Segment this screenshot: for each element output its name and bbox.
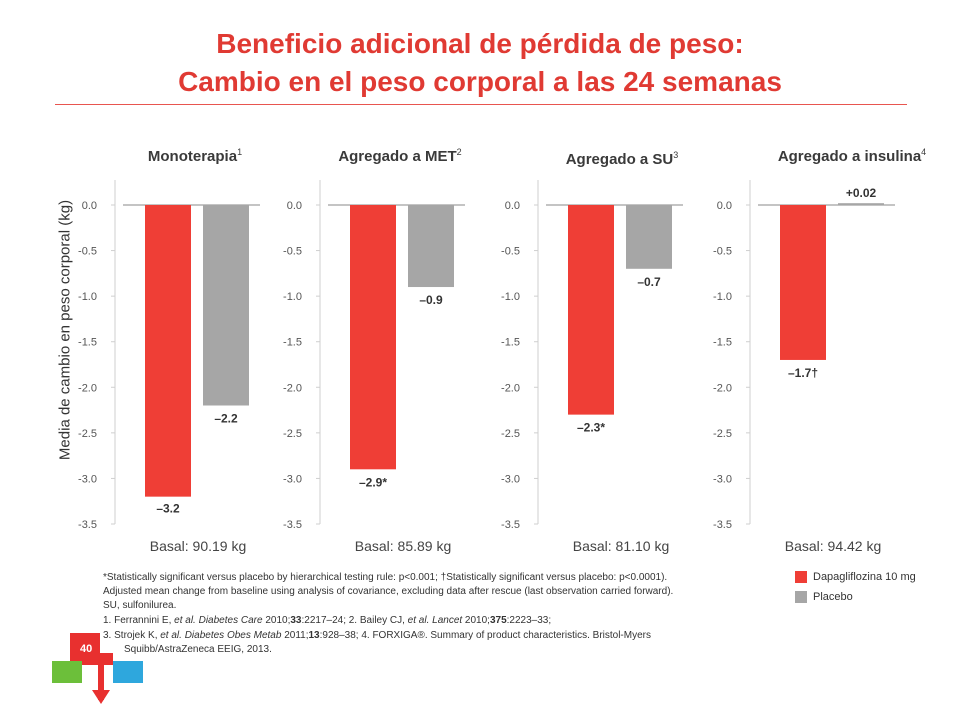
y-tick-label: -2.0 bbox=[283, 382, 302, 394]
y-tick-label: -1.0 bbox=[713, 291, 732, 303]
y-tick-label: -1.5 bbox=[501, 337, 520, 349]
y-tick-label: 0.0 bbox=[505, 200, 520, 212]
logo-blue-square bbox=[113, 661, 143, 683]
y-tick-label: -0.5 bbox=[501, 246, 520, 258]
y-tick-label: -1.5 bbox=[713, 337, 732, 349]
y-tick-label: -2.0 bbox=[78, 382, 97, 394]
y-tick-label: 0.0 bbox=[287, 200, 302, 212]
data-label: –3.2 bbox=[156, 502, 180, 516]
y-tick-label: -0.5 bbox=[78, 246, 97, 258]
y-tick-label: 0.0 bbox=[82, 200, 97, 212]
title-divider bbox=[55, 104, 907, 105]
logo-red-stem bbox=[98, 660, 104, 700]
y-tick-label: -2.0 bbox=[713, 382, 732, 394]
y-tick-label: -3.5 bbox=[283, 519, 302, 531]
legend-label-dapagliflozin: Dapagliflozina 10 mg bbox=[813, 571, 916, 583]
legend-swatch-dapagliflozin bbox=[795, 571, 807, 583]
bar-placebo bbox=[203, 205, 249, 406]
logo-red-arrow bbox=[92, 690, 110, 704]
footnote-references-2: 3. Strojek K, et al. Diabetes Obes Metab… bbox=[103, 630, 651, 641]
bar-dapagliflozin bbox=[145, 205, 191, 497]
y-tick-label: -1.0 bbox=[78, 291, 97, 303]
bar-placebo bbox=[408, 205, 454, 288]
y-tick-label: -3.0 bbox=[501, 473, 520, 485]
y-tick-label: -2.5 bbox=[501, 428, 520, 440]
slide-title-line2: Cambio en el peso corporal a las 24 sema… bbox=[178, 66, 782, 97]
baseline-weight: Basal: 81.10 kg bbox=[572, 538, 670, 554]
y-tick-label: -2.5 bbox=[283, 428, 302, 440]
baseline-weight: Basal: 94.42 kg bbox=[784, 538, 882, 554]
y-tick-label: -3.5 bbox=[501, 519, 520, 531]
y-tick-label: -3.5 bbox=[713, 519, 732, 531]
baseline-weight: Basal: 90.19 kg bbox=[149, 538, 247, 554]
bar-dapagliflozin bbox=[568, 205, 614, 415]
y-tick-label: -2.0 bbox=[501, 382, 520, 394]
bar-dapagliflozin bbox=[350, 205, 396, 470]
footnote-references-1: 1. Ferrannini E, et al. Diabetes Care 20… bbox=[103, 615, 552, 626]
y-tick-label: -0.5 bbox=[283, 246, 302, 258]
y-tick-label: -2.5 bbox=[713, 428, 732, 440]
panel-title: Agregado a MET2 bbox=[338, 147, 462, 165]
panel-title: Agregado a SU3 bbox=[565, 150, 679, 168]
y-tick-label: -2.5 bbox=[78, 428, 97, 440]
y-tick-label: -1.0 bbox=[501, 291, 520, 303]
y-tick-label: -1.5 bbox=[78, 337, 97, 349]
footnote-references-3: Squibb/AstraZeneca EEIG, 2013. bbox=[124, 644, 272, 655]
y-tick-label: -3.5 bbox=[78, 519, 97, 531]
data-label: –0.9 bbox=[419, 293, 443, 307]
data-label: +0.02 bbox=[846, 186, 877, 200]
footnote-abbreviation: SU, sulfonilurea. bbox=[103, 600, 177, 611]
logo-green-square bbox=[52, 661, 82, 683]
data-label: –2.9* bbox=[359, 475, 387, 489]
legend-swatch-placebo bbox=[795, 591, 807, 603]
data-label: –2.2 bbox=[214, 412, 238, 426]
y-tick-label: 0.0 bbox=[717, 200, 732, 212]
y-tick-label: -3.0 bbox=[283, 473, 302, 485]
y-tick-label: -3.0 bbox=[713, 473, 732, 485]
panel-title: Monoterapia1 bbox=[147, 147, 243, 165]
bar-placebo bbox=[838, 203, 884, 205]
bar-placebo bbox=[626, 205, 672, 269]
page-number: 40 bbox=[80, 643, 93, 655]
data-label: –0.7 bbox=[637, 275, 661, 289]
y-tick-label: -0.5 bbox=[713, 246, 732, 258]
baseline-weight: Basal: 85.89 kg bbox=[354, 538, 452, 554]
data-label: –2.3* bbox=[577, 421, 605, 435]
y-tick-label: -1.5 bbox=[283, 337, 302, 349]
logo-red-bar bbox=[82, 653, 113, 665]
y-tick-label: -1.0 bbox=[283, 291, 302, 303]
panel-title: Agregado a insulina4 bbox=[777, 147, 927, 165]
bar-dapagliflozin bbox=[780, 205, 826, 360]
footnote-significance: *Statistically significant versus placeb… bbox=[103, 572, 668, 583]
slide-title-line1: Beneficio adicional de pérdida de peso: bbox=[216, 28, 744, 59]
data-label: –1.7† bbox=[788, 366, 818, 380]
legend-label-placebo: Placebo bbox=[813, 591, 853, 603]
y-tick-label: -3.0 bbox=[78, 473, 97, 485]
footnote-method: Adjusted mean change from baseline using… bbox=[103, 586, 674, 597]
